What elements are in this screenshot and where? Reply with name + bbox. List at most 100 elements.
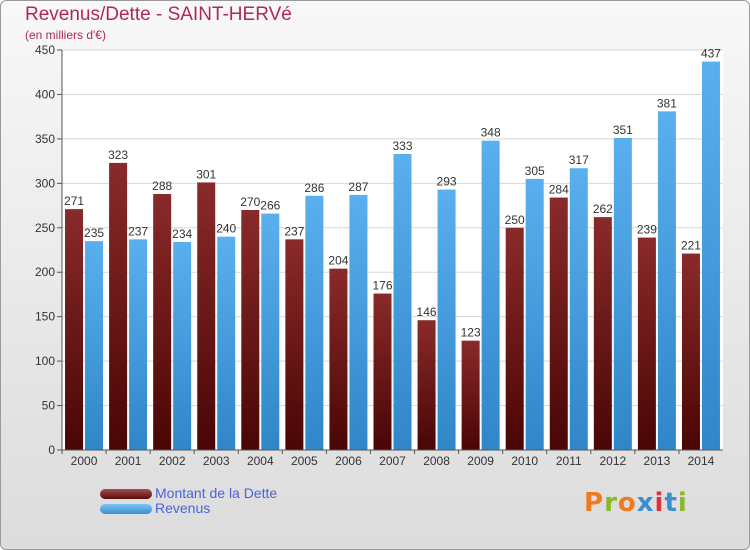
chart-subtitle: (en milliers d'€) — [25, 28, 106, 42]
x-tick-label: 2000 — [71, 454, 98, 468]
bar-debt-2003 — [197, 182, 216, 450]
data-label-debt: 271 — [64, 194, 84, 208]
data-label-revenus: 381 — [657, 96, 677, 110]
data-label-revenus: 305 — [525, 164, 545, 178]
y-tick-label: 0 — [48, 443, 55, 457]
data-label-debt: 301 — [196, 167, 216, 181]
bar-debt-2014 — [681, 253, 700, 450]
x-tick-label: 2013 — [644, 454, 671, 468]
y-tick-label: 300 — [35, 176, 55, 190]
logo-letter: P — [584, 488, 605, 518]
data-label-debt: 239 — [637, 223, 657, 237]
legend-swatch-revenus — [100, 504, 152, 514]
proxiti-logo: Proxiti — [584, 488, 688, 518]
x-tick-label: 2002 — [159, 454, 186, 468]
y-tick-label: 450 — [35, 43, 55, 57]
legend-label-revenus: Revenus — [155, 500, 211, 516]
x-tick-label: 2008 — [423, 454, 450, 468]
logo-letter: i — [654, 488, 665, 518]
logo-letter: x — [636, 488, 655, 518]
data-label-debt: 221 — [681, 239, 701, 253]
x-tick-label: 2012 — [599, 454, 626, 468]
bar-debt-2012 — [593, 217, 612, 450]
data-label-debt: 288 — [152, 179, 172, 193]
data-label-debt: 237 — [284, 224, 304, 238]
x-tick-label: 2003 — [203, 454, 230, 468]
x-tick-label: 2009 — [467, 454, 494, 468]
logo-letter: i — [677, 488, 688, 518]
y-tick-label: 350 — [35, 132, 55, 146]
y-tick-label: 400 — [35, 87, 55, 101]
y-tick-label: 50 — [42, 399, 56, 413]
data-label-revenus: 286 — [304, 181, 324, 195]
data-label-revenus: 266 — [260, 199, 280, 213]
bar-debt-2011 — [549, 197, 568, 450]
data-label-debt: 204 — [328, 254, 348, 268]
y-tick-label: 100 — [35, 354, 55, 368]
bar-revenus-2010 — [525, 178, 544, 450]
data-label-revenus: 351 — [613, 123, 633, 137]
data-label-revenus: 293 — [437, 175, 457, 189]
bar-debt-2009 — [461, 340, 480, 450]
x-tick-label: 2005 — [291, 454, 318, 468]
bar-debt-2000 — [65, 209, 84, 450]
logo-letter: o — [617, 488, 637, 518]
bar-revenus-2011 — [569, 168, 588, 450]
bar-revenus-2003 — [217, 236, 236, 450]
bar-revenus-2000 — [85, 241, 104, 450]
bar-debt-2004 — [241, 210, 260, 450]
y-tick-label: 250 — [35, 221, 55, 235]
data-label-debt: 270 — [240, 195, 260, 209]
data-label-revenus: 437 — [701, 47, 721, 61]
data-label-revenus: 235 — [84, 226, 104, 240]
bar-revenus-2001 — [129, 239, 148, 450]
bar-debt-2006 — [329, 268, 348, 450]
x-tick-label: 2011 — [556, 454, 582, 468]
data-label-debt: 284 — [549, 183, 569, 197]
data-label-debt: 323 — [108, 148, 128, 162]
data-label-debt: 250 — [505, 213, 525, 227]
logo-letter: r — [604, 488, 618, 518]
x-tick-label: 2014 — [688, 454, 715, 468]
x-tick-label: 2001 — [115, 454, 142, 468]
data-label-revenus: 333 — [392, 139, 412, 153]
data-label-debt: 146 — [417, 305, 437, 319]
bar-revenus-2009 — [481, 140, 500, 450]
bar-debt-2010 — [505, 227, 524, 450]
bar-debt-2002 — [153, 194, 172, 450]
bar-revenus-2007 — [393, 154, 412, 450]
data-label-revenus: 237 — [128, 224, 148, 238]
data-label-revenus: 348 — [481, 126, 501, 140]
bar-revenus-2006 — [349, 194, 368, 450]
logo-letter: t — [664, 488, 678, 518]
x-tick-label: 2010 — [511, 454, 538, 468]
data-label-revenus: 317 — [569, 153, 589, 167]
legend-label-debt: Montant de la Dette — [155, 485, 278, 501]
bar-revenus-2002 — [173, 242, 192, 450]
legend-swatch-debt — [100, 489, 152, 499]
bar-revenus-2004 — [261, 213, 280, 450]
y-tick-label: 200 — [35, 265, 55, 279]
data-label-revenus: 287 — [348, 180, 368, 194]
y-tick-label: 150 — [35, 310, 55, 324]
plot-area — [62, 50, 723, 450]
bar-revenus-2005 — [305, 195, 324, 450]
bar-revenus-2014 — [701, 61, 720, 451]
data-label-revenus: 240 — [216, 222, 236, 236]
bar-revenus-2008 — [437, 189, 456, 451]
bar-debt-2007 — [373, 293, 392, 450]
data-label-debt: 262 — [593, 202, 613, 216]
chart-title: Revenus/Dette - SAINT-HERVé — [25, 4, 292, 25]
data-label-debt: 176 — [372, 279, 392, 293]
x-tick-label: 2004 — [247, 454, 274, 468]
data-label-debt: 123 — [461, 326, 481, 340]
bar-revenus-2012 — [613, 138, 632, 450]
x-tick-label: 2007 — [379, 454, 406, 468]
data-label-revenus: 234 — [172, 227, 192, 241]
bar-revenus-2013 — [657, 111, 676, 450]
bar-debt-2001 — [109, 162, 128, 450]
bar-debt-2013 — [637, 237, 656, 450]
bar-debt-2005 — [285, 239, 304, 450]
bar-debt-2008 — [417, 320, 436, 450]
